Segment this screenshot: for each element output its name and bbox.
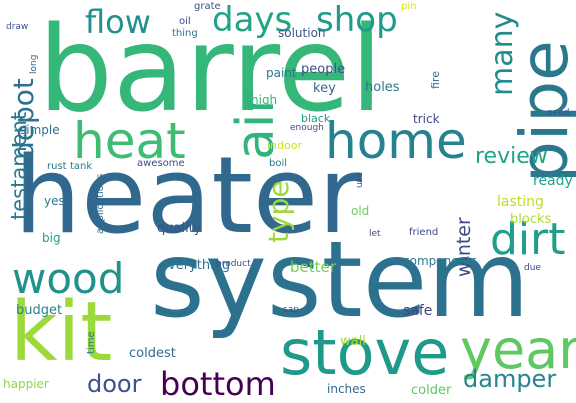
word-oil: oil [179,16,191,27]
word-wall: wall [340,334,366,349]
word-flow: flow [85,3,151,41]
word-colder: colder [411,383,452,398]
word-simple: simple [20,123,60,137]
word-door: door [87,370,142,398]
word-due: due [524,263,541,273]
word-system: system [150,219,530,341]
word-rust: rust [47,161,67,172]
word-happier: happier [3,377,49,391]
word-enough: enough [290,123,324,133]
word-old: old [351,204,370,218]
word-coldest: coldest [129,346,176,361]
word-applications: applications [95,173,106,234]
word-big: big [42,231,61,245]
word-trick: trick [413,112,440,126]
word-damper: damper [463,365,557,393]
word-key: key [313,81,336,96]
word-budget: budget [16,303,63,318]
word-wood: wood [12,254,125,303]
word-long: long [29,54,39,74]
word-use: use [355,172,365,188]
word-year: year [460,318,576,381]
word-holes: holes [365,80,400,95]
word-winter: winter [453,217,475,277]
word-heater: heater [14,134,362,257]
word-shop: shop [316,0,398,40]
word-ready: ready [533,173,573,189]
word-sap: sap [283,305,299,315]
word-black: black [301,112,331,125]
word-solution: solution [278,26,326,40]
word-let: let [369,229,381,239]
word-better: better [290,258,336,276]
word-components: components [403,254,478,268]
word-yes: yes [44,194,65,208]
word-draw: draw [6,22,29,32]
word-days: days [212,0,293,40]
word-inches: inches [327,382,366,396]
word-bottom: bottom [160,365,276,403]
word-blocks: blocks [510,212,552,227]
word-everything: everything [160,258,231,273]
word-fire: fire [429,71,442,89]
word-kit: kit [10,285,113,380]
word-friend: friend [409,227,439,238]
word-product: product [216,259,251,269]
word-dirt: dirt [490,214,566,265]
word-many: many [485,11,520,96]
word-review: review [475,144,548,169]
word-home: home [325,112,467,170]
word-paint: paint [266,66,297,80]
word-need: need [547,108,570,118]
word-time: time [86,331,97,354]
word-tank: tank [70,161,93,172]
word-safe: safe [403,303,433,319]
word-indoor: indoor [267,139,302,152]
word-people: people [301,62,346,77]
word-lasting: lasting [497,194,544,210]
word-type: type [262,180,295,243]
word-awesome: awesome [137,158,185,169]
word-grate: grate [194,1,221,12]
word-high: high [251,93,278,107]
word-barrel: barrel [38,0,383,138]
word-thing: thing [172,28,198,39]
word-stove: stove [280,316,450,389]
word-pin: pin [401,1,417,12]
word-boil: boil [269,158,288,169]
word-quality: quality [157,221,202,236]
word-heat: heat [73,112,186,170]
